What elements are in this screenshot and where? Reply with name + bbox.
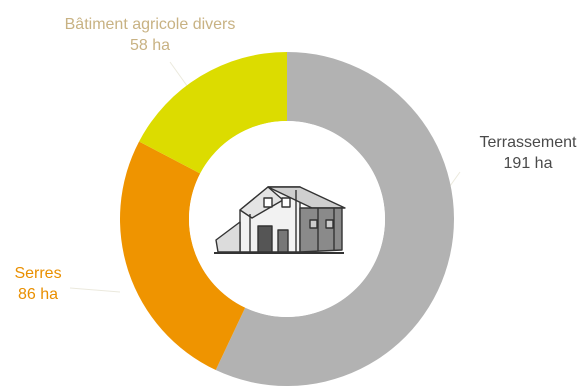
label-serres-value: 86 ha xyxy=(17,286,59,303)
slice-serres xyxy=(120,141,246,371)
leader-line xyxy=(69,287,121,293)
center-illustration xyxy=(189,121,385,317)
label-batiment-value: 58 ha xyxy=(129,37,171,54)
label-serres: Serres 86 ha xyxy=(8,263,68,305)
label-serres-name: Serres xyxy=(14,265,62,282)
label-batiment-agricole: Bâtiment agricole divers 58 ha xyxy=(40,14,260,56)
label-batiment-name: Bâtiment agricole divers xyxy=(64,16,236,33)
barn-icon xyxy=(214,186,346,254)
leader-line xyxy=(169,61,191,91)
label-terrassement: Terrassement 191 ha xyxy=(468,132,585,174)
donut-slices xyxy=(120,52,455,386)
label-terrassement-name: Terrassement xyxy=(479,134,577,151)
slice-terrassement xyxy=(215,52,455,386)
slice-b-timent-agricole-divers xyxy=(139,52,287,174)
label-terrassement-value: 191 ha xyxy=(503,155,553,172)
